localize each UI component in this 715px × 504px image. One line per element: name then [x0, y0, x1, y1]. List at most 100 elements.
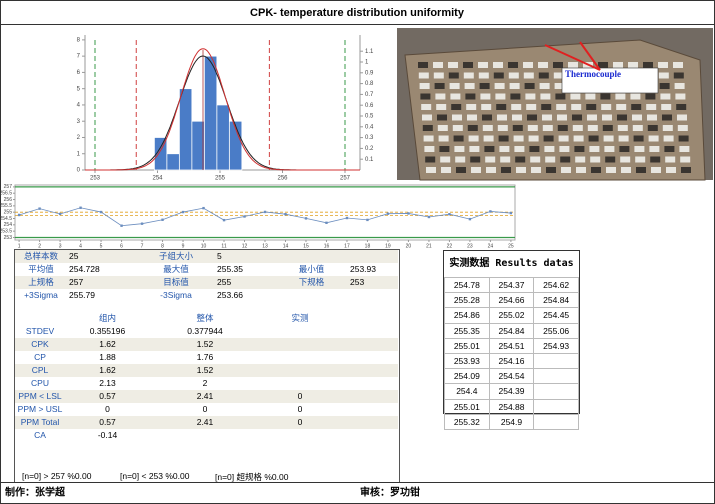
value: 2 [202, 378, 208, 388]
slot [470, 156, 481, 163]
blank [15, 312, 65, 325]
value [340, 416, 398, 429]
label: STDEV [25, 326, 55, 336]
results-row: 254.4 254.39 [444, 383, 579, 400]
value: 255.35 [217, 264, 243, 274]
x-tick-label: 4 [79, 243, 82, 249]
slot [467, 114, 477, 121]
slot [616, 104, 627, 110]
run-point [161, 218, 164, 221]
slot [498, 135, 509, 142]
value [348, 250, 398, 263]
label: -3Sigma [160, 290, 192, 300]
x-tick-label: 5 [100, 243, 103, 249]
slot [468, 135, 479, 142]
slot [485, 156, 496, 163]
slot [541, 104, 552, 110]
label: PPM > USL [17, 404, 63, 414]
slot [513, 135, 524, 142]
x-tick-label: 8 [161, 243, 164, 249]
capability-row: CPU 2.13 2 [15, 377, 398, 390]
label: 最小值 [298, 264, 325, 274]
value: 1.62 [99, 339, 116, 349]
y2-tick-label: 0.6 [365, 103, 374, 109]
slot [419, 83, 430, 89]
value: 0 [297, 391, 303, 401]
slot [659, 83, 670, 89]
label [275, 250, 348, 263]
slot [663, 135, 674, 142]
slot [440, 156, 451, 163]
run-point [509, 211, 513, 215]
slot [425, 156, 436, 163]
slot [439, 146, 450, 152]
value [340, 351, 398, 364]
label: 目标值 [163, 277, 189, 287]
run-point [366, 218, 369, 222]
value [348, 289, 398, 302]
value [260, 429, 340, 442]
slot [643, 62, 653, 68]
slot [529, 146, 540, 152]
slot [601, 104, 612, 110]
slot [542, 125, 553, 131]
slot [483, 135, 494, 142]
value: 0 [202, 404, 208, 414]
slot [486, 167, 496, 173]
value [340, 325, 398, 338]
slot [543, 135, 554, 142]
slot [677, 114, 687, 121]
slot [480, 93, 491, 100]
run-point [427, 215, 431, 219]
slot [508, 72, 519, 79]
result-value: 255.06 [533, 322, 579, 339]
slot [424, 146, 435, 152]
slot [613, 62, 623, 68]
slot [571, 104, 582, 110]
y-tick-label: 4 [77, 103, 81, 109]
run-point [222, 218, 226, 222]
x-tick-label: 3 [59, 243, 62, 249]
slot [645, 93, 656, 100]
results-table: 254.78 254.37 254.62 255.28 254.66 254.84 254.… [444, 276, 579, 430]
slot [628, 62, 638, 68]
label: PPM < LSL [18, 391, 62, 401]
x-tick-label: 13 [262, 243, 268, 249]
slot [575, 156, 586, 163]
slot [615, 93, 626, 100]
run-point [407, 212, 410, 215]
result-value: 254.54 [488, 368, 535, 385]
slot [651, 167, 661, 173]
page-title: CPK- temperature distribution uniformity [250, 7, 465, 19]
y2-tick-label: 0.7 [365, 92, 374, 98]
result-value [533, 413, 579, 430]
result-value [533, 383, 579, 400]
value: 1.62 [99, 365, 116, 375]
out-of-spec: [n=0] < 253 %0.00 [120, 471, 190, 481]
x-tick-label: 21 [426, 243, 432, 249]
slot [527, 114, 537, 121]
value [260, 377, 340, 390]
y2-tick-label: 1.1 [365, 49, 374, 55]
slot [681, 167, 691, 173]
slot [673, 62, 683, 68]
slot [499, 146, 510, 152]
slot [587, 114, 597, 121]
label: CPL [31, 365, 49, 375]
results-row: 254.09 254.54 [444, 368, 579, 385]
slot [553, 62, 563, 68]
y2-tick-label: 0.8 [365, 81, 374, 87]
label: CPK [31, 339, 49, 349]
slot [538, 72, 549, 79]
value: 254.728 [69, 264, 100, 274]
value: 1.88 [99, 352, 116, 362]
run-point [243, 215, 246, 218]
slot [433, 72, 444, 79]
bar [178, 88, 193, 171]
y-tick-label: 257 [4, 184, 13, 190]
result-value: 254.88 [488, 398, 535, 415]
slot [478, 72, 489, 79]
slot [493, 72, 504, 79]
slot [546, 167, 556, 173]
slot [678, 135, 689, 142]
